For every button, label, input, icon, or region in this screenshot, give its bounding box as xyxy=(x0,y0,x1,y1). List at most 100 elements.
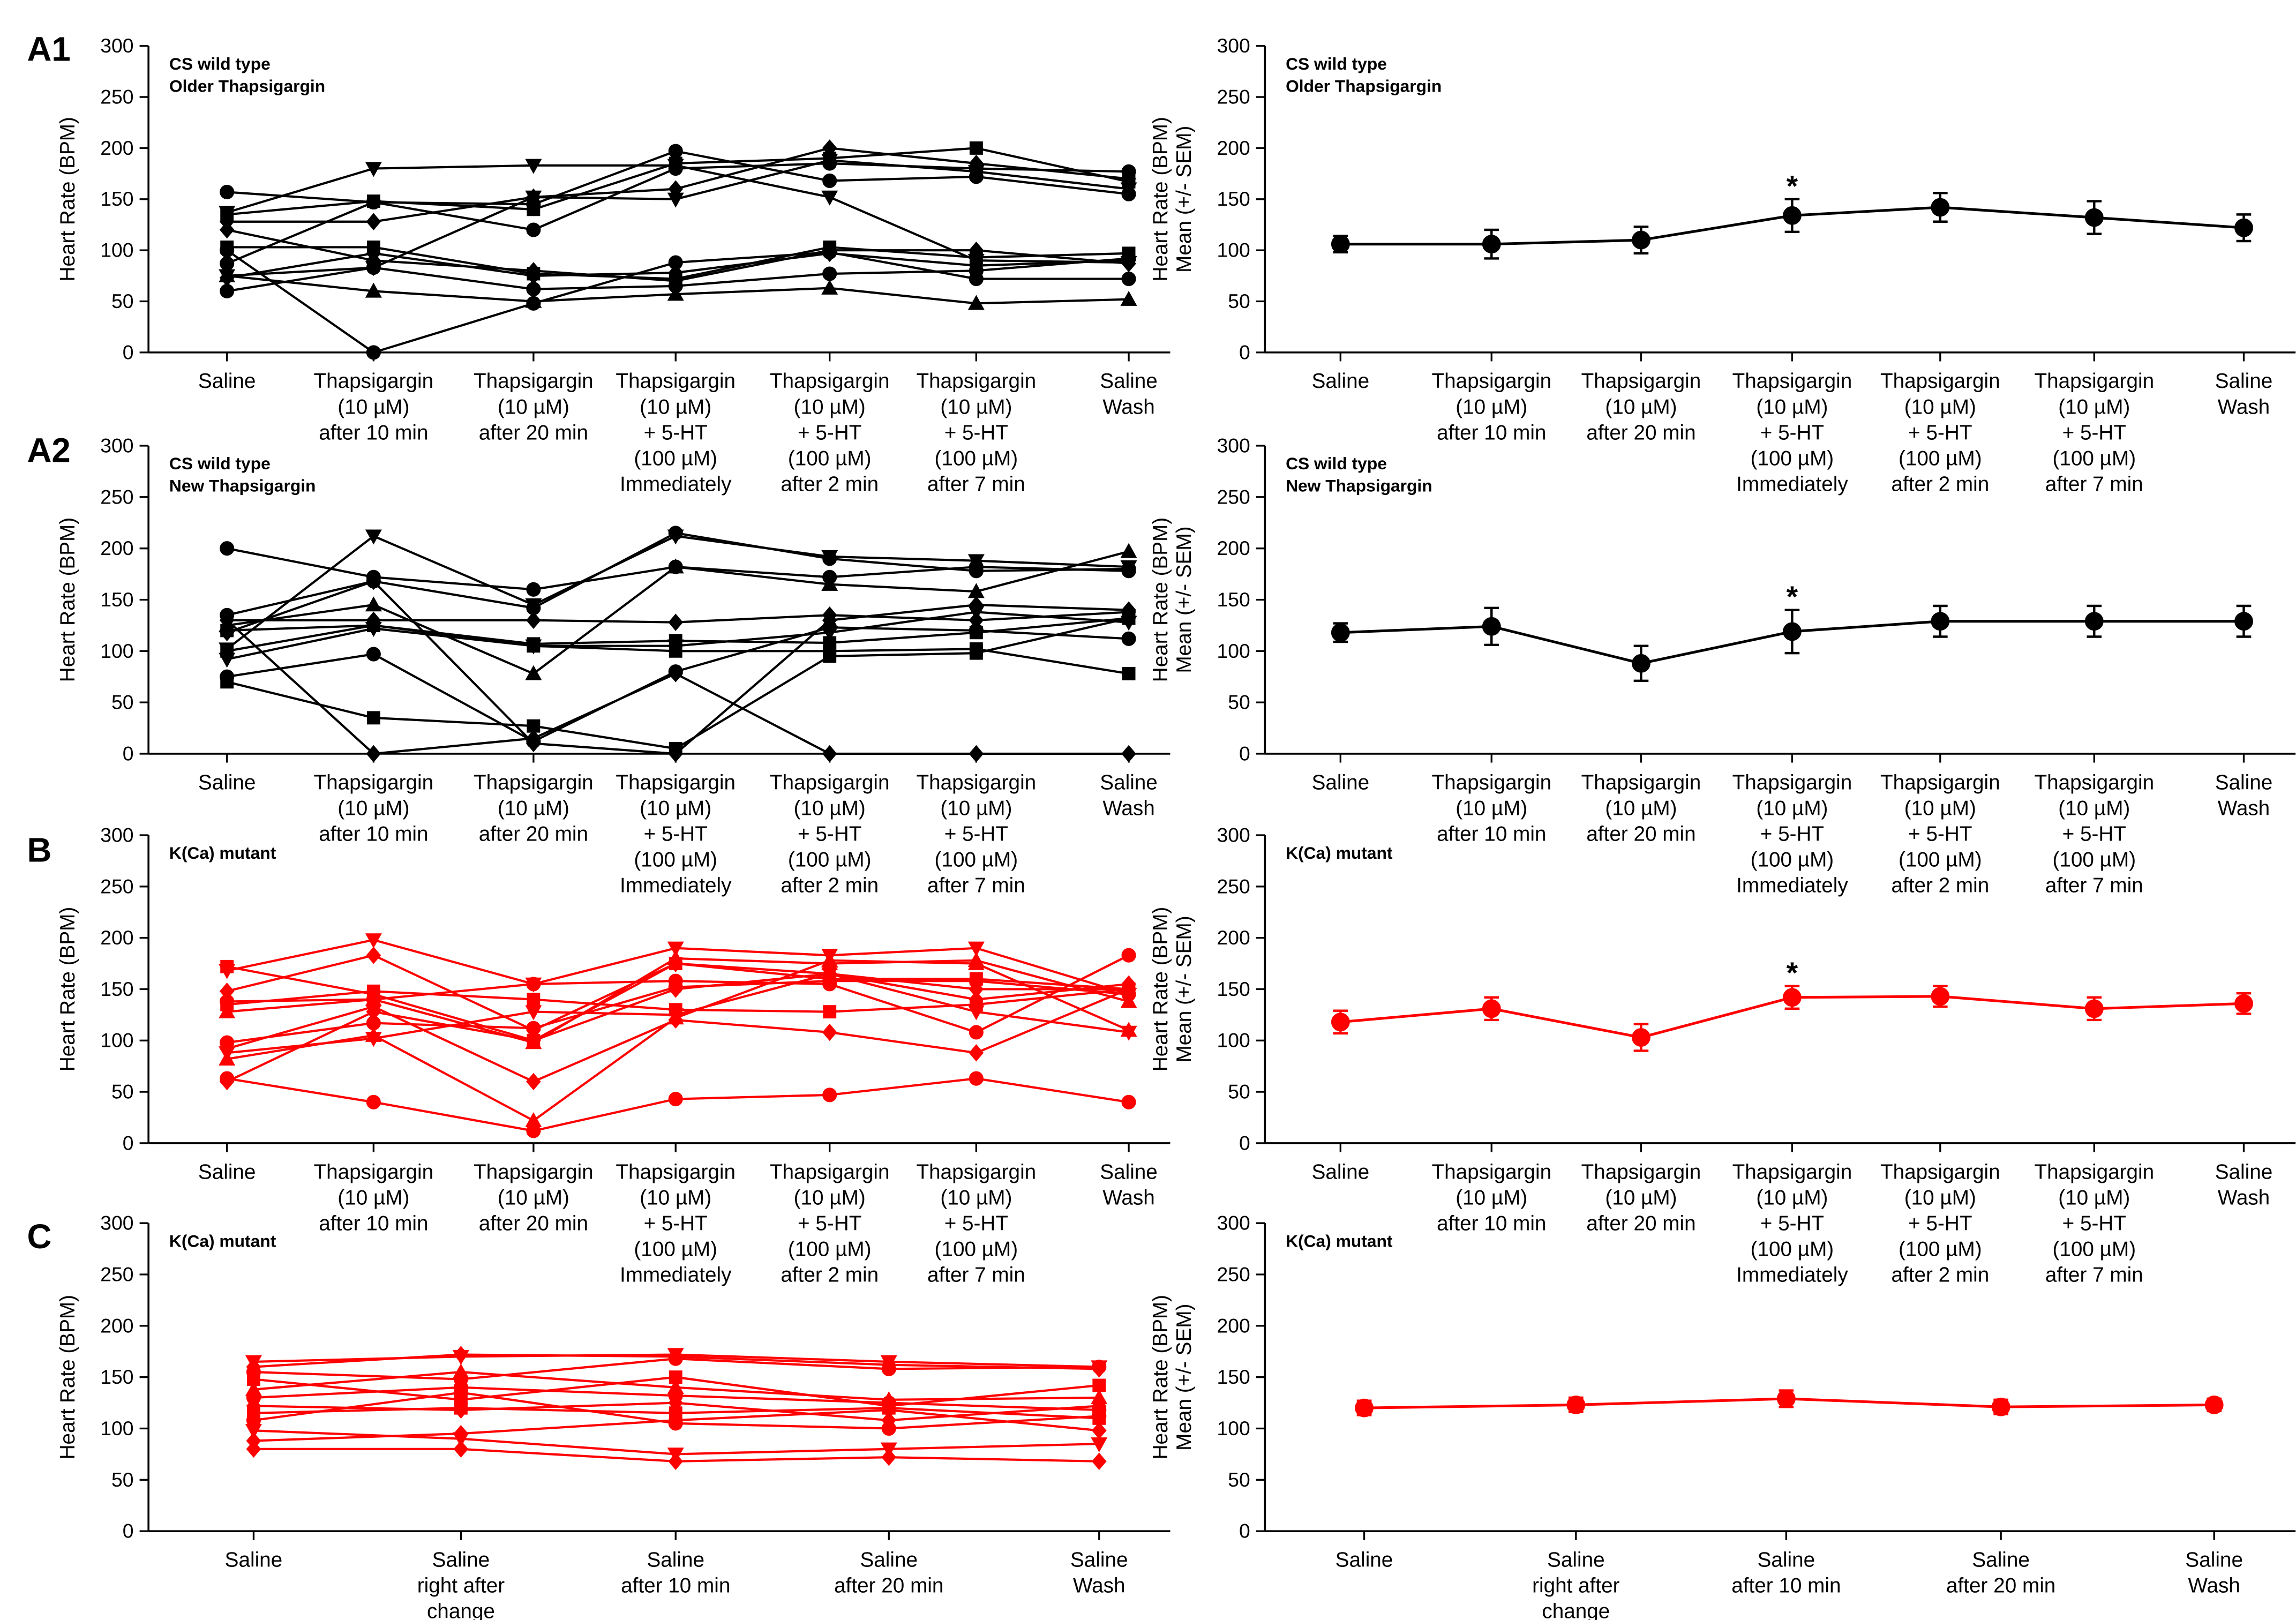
data-point xyxy=(1120,543,1137,558)
x-tick-label: (10 µM) xyxy=(337,1186,409,1209)
data-point xyxy=(667,286,684,301)
x-tick-label: (100 µM) xyxy=(788,849,872,872)
x-tick-label: (10 µM) xyxy=(337,395,409,418)
y-tick-label: 300 xyxy=(100,823,133,846)
data-point xyxy=(822,551,837,566)
data-point xyxy=(366,711,380,725)
panel-label-a1: A1 xyxy=(27,30,71,68)
x-tick-label: change xyxy=(1542,1600,1610,1620)
mean-point xyxy=(1482,999,1501,1018)
x-tick-label: after 10 min xyxy=(319,1212,428,1235)
data-point xyxy=(822,745,837,763)
x-tick-label: Thapsigargin xyxy=(314,771,434,794)
x-tick-label: Thapsigargin xyxy=(474,1160,594,1183)
x-tick-label: after 10 min xyxy=(1437,421,1546,444)
data-point xyxy=(969,1071,984,1086)
chart-title: K(Ca) mutant xyxy=(169,843,276,862)
x-tick-label: after 2 min xyxy=(781,473,879,496)
y-tick-label: 300 xyxy=(1217,34,1250,57)
data-point xyxy=(969,257,984,274)
data-point xyxy=(525,292,542,308)
x-tick-label: Thapsigargin xyxy=(917,1160,1037,1183)
x-tick-label: after 7 min xyxy=(927,1264,1025,1287)
data-point xyxy=(967,941,985,957)
x-tick-label: (10 µM) xyxy=(498,797,569,820)
data-point xyxy=(366,213,381,230)
mean-point xyxy=(1482,235,1501,254)
data-point xyxy=(823,649,837,663)
x-tick-label: + 5-HT xyxy=(1908,822,1972,845)
mean-point xyxy=(1566,1396,1586,1414)
data-point xyxy=(527,637,541,651)
data-point xyxy=(220,243,235,258)
x-tick-label: Saline xyxy=(1312,1160,1370,1183)
x-tick-label: Thapsigargin xyxy=(917,771,1037,794)
data-point xyxy=(366,194,381,210)
data-point xyxy=(527,993,541,1007)
x-tick-label: (10 µM) xyxy=(2058,395,2130,418)
x-tick-label: Thapsigargin xyxy=(1880,1160,2000,1183)
x-tick-label: Thapsigargin xyxy=(2034,370,2154,393)
y-tick-label: 0 xyxy=(123,1520,134,1542)
x-tick-label: Saline xyxy=(2215,1160,2273,1183)
data-point xyxy=(969,626,983,640)
y-tick-label: 0 xyxy=(1239,1520,1250,1542)
x-tick-label: Immediately xyxy=(1736,1264,1848,1287)
data-point xyxy=(969,564,984,579)
y-tick-label: 250 xyxy=(1217,485,1250,508)
y-tick-label: 150 xyxy=(1217,188,1250,210)
x-tick-label: Wash xyxy=(2218,395,2270,418)
x-tick-label: (100 µM) xyxy=(2053,1238,2136,1261)
mean-point xyxy=(1632,654,1650,673)
x-tick-label: (10 µM) xyxy=(1904,797,1976,820)
y-tick-label: 300 xyxy=(1217,1212,1250,1234)
y-tick-label: 100 xyxy=(100,640,133,662)
mean-point xyxy=(1355,1398,1374,1418)
data-point xyxy=(526,611,541,629)
data-point xyxy=(219,652,236,668)
data-point xyxy=(969,980,984,998)
x-tick-label: (100 µM) xyxy=(634,447,717,470)
data-point xyxy=(668,161,683,176)
y-tick-label: 200 xyxy=(1217,1314,1250,1337)
x-tick-label: (10 µM) xyxy=(1455,1186,1527,1209)
data-point xyxy=(967,1005,985,1021)
data-point xyxy=(365,933,382,949)
y-tick-label: 300 xyxy=(100,34,133,57)
data-point xyxy=(822,266,837,281)
chart-title: CS wild type xyxy=(1286,454,1387,473)
data-point xyxy=(969,141,983,155)
data-point xyxy=(365,282,382,298)
panel-label-a2: A2 xyxy=(27,431,71,469)
data-point xyxy=(969,1044,984,1062)
data-point xyxy=(452,1363,469,1379)
y-tick-label: 250 xyxy=(100,875,133,897)
data-point xyxy=(969,646,983,660)
data-point xyxy=(1121,272,1136,287)
data-point xyxy=(365,529,382,545)
x-tick-label: (10 µM) xyxy=(337,797,409,820)
data-point xyxy=(668,665,684,682)
data-point xyxy=(668,745,684,763)
data-point xyxy=(220,675,234,689)
data-point xyxy=(881,1401,897,1419)
x-tick-label: (10 µM) xyxy=(1605,395,1677,418)
x-tick-label: (10 µM) xyxy=(2058,1186,2130,1209)
data-point xyxy=(1121,745,1136,763)
x-tick-label: (100 µM) xyxy=(1899,849,1982,872)
x-tick-label: (10 µM) xyxy=(1455,395,1527,418)
mean-point xyxy=(1331,623,1350,642)
x-tick-label: Thapsigargin xyxy=(1732,771,1852,794)
data-point xyxy=(1091,1452,1107,1471)
data-point xyxy=(668,1452,684,1471)
data-point xyxy=(1122,667,1136,680)
x-tick-label: + 5-HT xyxy=(944,822,1008,845)
x-tick-label: after 10 min xyxy=(319,822,428,845)
chart-title: K(Ca) mutant xyxy=(169,1231,276,1250)
data-point xyxy=(220,998,234,1011)
data-point xyxy=(366,947,381,964)
data-point xyxy=(219,269,235,287)
x-tick-label: after 10 min xyxy=(1731,1574,1841,1598)
chart-title: CS wild type xyxy=(169,54,271,73)
